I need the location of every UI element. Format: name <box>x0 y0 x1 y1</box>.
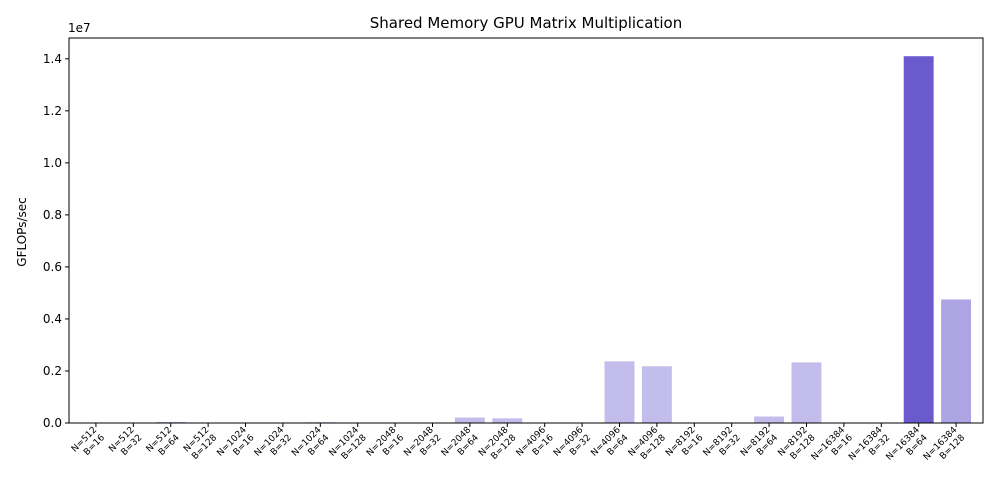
y-tick-label: 1.4 <box>43 52 62 66</box>
y-tick-label: 1.2 <box>43 104 62 118</box>
bar-n4096-b128 <box>642 366 672 423</box>
y-tick-label: 0.8 <box>43 208 62 222</box>
bar-n2048-b64 <box>455 418 485 423</box>
axes <box>69 38 983 423</box>
y-tick-label: 0.6 <box>43 260 62 274</box>
bar-n16384-b64 <box>904 56 934 423</box>
y-tick-label: 0.0 <box>43 416 62 430</box>
y-axis-label: GFLOPs/sec <box>15 197 29 266</box>
bar-n16384-b128 <box>941 299 971 423</box>
bars <box>81 56 971 423</box>
y-ticks: 0.0 0.2 0.4 0.6 0.8 1.0 1.2 1.4 <box>43 52 69 430</box>
y-tick-label: 0.2 <box>43 364 62 378</box>
bar-n8192-b64 <box>754 417 784 424</box>
plot-frame <box>69 38 983 423</box>
bar-n4096-b64 <box>605 361 635 423</box>
y-tick-label: 1.0 <box>43 156 62 170</box>
bar-n8192-b128 <box>792 362 822 423</box>
bar-n2048-b128 <box>492 418 522 423</box>
chart-title: Shared Memory GPU Matrix Multiplication <box>370 14 682 32</box>
y-axis-offset-label: 1e7 <box>68 21 91 35</box>
y-tick-label: 0.4 <box>43 312 62 326</box>
